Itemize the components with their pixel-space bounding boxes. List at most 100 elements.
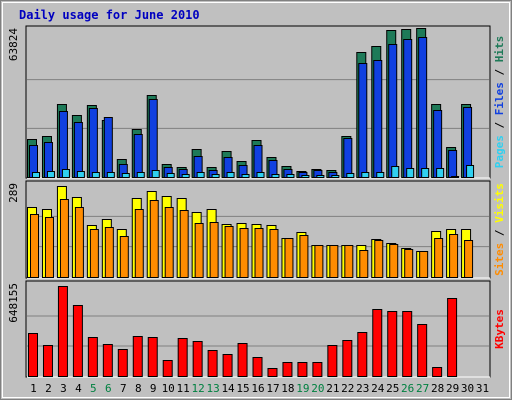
bar-kbytes: [72, 305, 83, 377]
bar-kbytes: [297, 362, 308, 377]
bar-sites: [209, 222, 219, 278]
bar-pages: [376, 172, 385, 178]
bar-pages: [32, 172, 40, 178]
bar-kbytes: [417, 324, 428, 377]
bar-sites: [359, 250, 369, 278]
bar-pages: [271, 174, 280, 178]
chart-title: Daily usage for June 2010: [19, 8, 200, 22]
bar-kbytes: [147, 337, 158, 377]
bar-files: [133, 134, 143, 178]
bar-sites: [44, 217, 54, 278]
x-tick-label: 20: [311, 382, 324, 395]
bar-kbytes: [282, 362, 293, 377]
x-tick-label: 25: [386, 382, 399, 395]
x-tick-label: 18: [281, 382, 294, 395]
bar-pages: [421, 168, 430, 178]
bar-pages: [91, 172, 100, 178]
x-tick-label: 21: [326, 382, 339, 395]
bar-kbytes: [252, 357, 263, 377]
legend-entry: KBytes: [493, 309, 506, 349]
bar-kbytes: [222, 354, 233, 377]
bar-kbytes: [267, 368, 278, 377]
bar-sites: [179, 210, 189, 278]
bar-pages: [196, 172, 205, 178]
x-tick-label: 24: [371, 382, 385, 395]
x-tick-label: 8: [135, 382, 142, 395]
legend-entry: Sites: [493, 243, 506, 276]
bar-pages: [106, 172, 115, 178]
x-tick-label: 29: [446, 382, 459, 395]
bar-files: [73, 122, 83, 178]
bar-pages: [361, 172, 370, 178]
bar-sites: [314, 245, 324, 278]
bar-sites: [164, 207, 174, 278]
bar-kbytes: [387, 311, 398, 377]
bar-pages: [166, 173, 175, 178]
x-tick-label: 12: [192, 382, 205, 395]
bar-pages: [151, 170, 160, 178]
bar-sites: [134, 209, 144, 278]
legend-entry: /: [493, 62, 506, 82]
bar-sites: [449, 234, 459, 278]
bar-sites: [374, 240, 384, 278]
panel-max-label: 63824: [7, 28, 20, 61]
x-tick-label: 1: [30, 382, 37, 395]
x-tick-label: 5: [90, 382, 97, 395]
bar-sites: [419, 251, 429, 278]
x-tick-label: 11: [177, 382, 190, 395]
x-tick-label: 16: [251, 382, 264, 395]
bar-sites: [104, 227, 114, 278]
bar-pages: [121, 173, 130, 178]
bar-pages: [451, 176, 460, 178]
bar-pages: [241, 174, 250, 178]
bar-sites: [89, 229, 99, 278]
bar-sites: [284, 238, 294, 278]
bar-pages: [346, 173, 355, 178]
bar-sites: [269, 229, 279, 278]
bar-sites: [389, 244, 399, 278]
bar-pages: [466, 165, 475, 178]
chart-frame-inner: [2, 2, 510, 398]
bar-pages: [181, 174, 190, 178]
bar-kbytes: [162, 360, 173, 377]
bar-kbytes: [327, 345, 338, 377]
bar-kbytes: [42, 345, 53, 377]
x-tick-label: 17: [266, 382, 279, 395]
bar-files: [343, 138, 353, 178]
x-tick-label: 14: [221, 382, 235, 395]
bar-kbytes: [237, 343, 248, 377]
bar-sites: [404, 249, 414, 278]
panel-legend: KBytes: [493, 309, 506, 349]
bar-files: [403, 39, 413, 178]
bar-kbytes: [207, 350, 218, 377]
legend-entry: Pages: [493, 135, 506, 168]
panel-kbytes: 648155 KBytes: [7, 280, 506, 378]
bar-kbytes: [312, 362, 323, 377]
bar-kbytes: [402, 311, 413, 377]
bar-sites: [299, 235, 309, 278]
x-tick-label: 22: [341, 382, 354, 395]
bar-pages: [316, 175, 325, 178]
panel-legend: Sites / Visits: [493, 183, 506, 276]
x-tick-label: 10: [162, 382, 175, 395]
bar-sites: [74, 207, 84, 278]
bar-kbytes: [432, 367, 443, 377]
legend-entry: /: [493, 223, 506, 243]
bar-kbytes: [372, 309, 383, 377]
bar-sites: [434, 238, 444, 278]
bar-files: [358, 63, 368, 178]
bar-files: [388, 44, 398, 178]
bar-kbytes: [342, 340, 353, 377]
bar-files: [433, 110, 443, 178]
panel-hits_files_pages: 63824 Pages / Files / Hits: [7, 25, 506, 179]
x-tick-label: 13: [206, 382, 219, 395]
panel-legend: Pages / Files / Hits: [493, 36, 506, 169]
x-tick-label: 31: [476, 382, 489, 395]
bar-pages: [286, 174, 295, 178]
bar-files: [148, 99, 158, 178]
x-tick-label: 27: [416, 382, 429, 395]
bar-kbytes: [57, 286, 68, 377]
x-tick-label: 7: [120, 382, 127, 395]
panel-visits_sites: 289 Sites / Visits: [7, 180, 506, 279]
